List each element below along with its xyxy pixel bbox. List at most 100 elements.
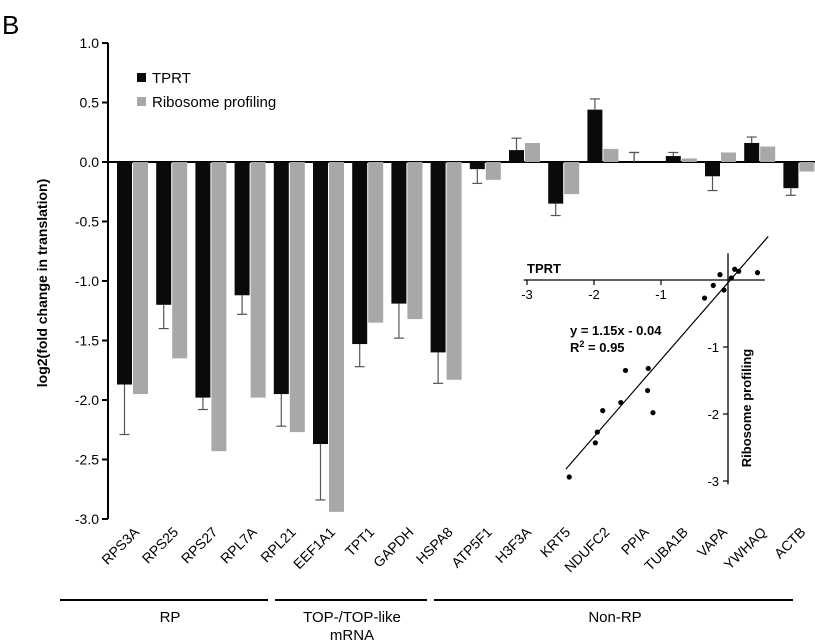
error-bar-rps27 — [197, 397, 208, 411]
y-tick-label: 0.5 — [80, 95, 100, 111]
group-label-non-rp: Non-RP — [588, 609, 641, 626]
x-tick-label-gapdh: GAPDH — [370, 524, 417, 571]
error-bar-rps25 — [158, 304, 169, 330]
r-squared: R2 = 0.95 — [570, 339, 625, 355]
bar-ribosome-actb — [799, 162, 815, 172]
legend-swatch-ribosome-profiling — [137, 97, 146, 106]
error-bar-rpl21 — [276, 394, 287, 427]
bar-ribosome-krt5 — [564, 162, 580, 195]
bar-tprt-ppia — [626, 162, 642, 163]
scatter-x-tick-label: -3 — [521, 287, 533, 302]
bar-ribosome-gapdh — [407, 162, 423, 320]
x-tick-label-rpl7a: RPL7A — [217, 523, 260, 566]
y-tick-label: 0.0 — [80, 154, 100, 170]
x-tick-label-tuba1b: TUBA1B — [641, 524, 691, 574]
bar-tprt-gapdh — [391, 162, 407, 304]
error-bar-ppia — [629, 151, 640, 162]
scatter-point — [650, 410, 656, 416]
bar-ribosome-tuba1b — [681, 158, 697, 162]
scatter-inset: -3 -2 -1 -1 -2 -3 TPRT Ribosome profiling y =… — [521, 236, 769, 489]
bar-tprt-rpl21 — [273, 162, 289, 395]
error-bar-ywhaq — [746, 136, 757, 143]
y-tick-label: -1.0 — [75, 273, 99, 289]
scatter-point — [701, 295, 708, 301]
scatter-point — [721, 287, 727, 293]
bar-tprt-atp5f1 — [469, 162, 485, 170]
bar-ribosome-tpt1 — [368, 162, 384, 323]
bar-tprt-rps27 — [195, 162, 211, 398]
scatter-x-label: TPRT — [527, 261, 561, 276]
scatter-point — [736, 268, 742, 274]
y-axis: 1.0 0.5 0.0 -0.5 -1.0 -1.5 -2.0 -2.5 -3.0 — [75, 35, 109, 527]
x-tick-label-eef1a1: EEF1A1 — [290, 524, 338, 572]
scatter-y-label: Ribosome profiling — [739, 349, 754, 468]
y-tick-label: -2.5 — [75, 452, 99, 468]
x-tick-label-tpt1: TPT1 — [342, 524, 378, 560]
bars — [108, 98, 815, 512]
group-label-rp: RP — [160, 609, 181, 626]
scatter-point — [710, 282, 716, 288]
error-bar-tuba1b — [668, 151, 679, 157]
panel-label: B — [2, 10, 19, 40]
scatter-point — [754, 270, 761, 276]
error-bar-krt5 — [550, 203, 561, 217]
error-bar-hspa8 — [433, 352, 444, 384]
error-bar-rps3a — [119, 384, 130, 436]
error-bar-gapdh — [393, 303, 404, 339]
x-tick-label-atp5f1: ATP5F1 — [448, 524, 495, 571]
bar-ribosome-hspa8 — [446, 162, 462, 380]
scatter-point — [728, 275, 734, 281]
bar-tprt-rps3a — [117, 162, 132, 385]
scatter-x-tick-label: -2 — [588, 287, 600, 302]
bar-tprt-hspa8 — [430, 162, 446, 353]
bar-ribosome-eef1a1 — [329, 162, 344, 512]
x-tick-label-actb: ACTB — [771, 524, 809, 562]
scatter-y-tick-label: -1 — [707, 340, 719, 355]
scatter-point — [594, 429, 600, 435]
scatter-y-tick-label: -3 — [707, 474, 719, 489]
bar-tprt-eef1a1 — [313, 162, 328, 445]
error-bar-eef1a1 — [315, 444, 326, 501]
scatter-point — [622, 367, 629, 374]
regression-line — [565, 236, 769, 470]
legend-swatch-tprt — [137, 73, 146, 82]
scatter-point — [566, 474, 572, 480]
r-squared-suffix: = 0.95 — [584, 340, 624, 355]
bar-tprt-vapa — [705, 162, 720, 177]
group-label-top-line2: mRNA — [330, 627, 374, 644]
bar-chart: 1.0 0.5 0.0 -0.5 -1.0 -1.5 -2.0 -2.5 -3.0 log2(f… — [34, 35, 815, 644]
legend-label-ribosome-profiling: Ribosome profiling — [152, 94, 276, 111]
bar-tprt-ywhaq — [744, 142, 760, 162]
error-bar-ndufc2 — [589, 98, 600, 110]
scatter-point — [645, 365, 651, 372]
scatter-axes: -3 -2 -1 -1 -2 -3 — [521, 253, 765, 489]
r-squared-superscript: 2 — [579, 339, 584, 349]
bar-tprt-tuba1b — [665, 156, 681, 162]
group-brackets: RP TOP-/TOP-like mRNA Non-RP — [60, 599, 793, 644]
bar-ribosome-rps27 — [211, 162, 227, 452]
bar-ribosome-ywhaq — [760, 146, 776, 162]
scatter-point — [618, 400, 624, 406]
error-bar-actb — [785, 188, 796, 196]
x-tick-label-ppia: PPIA — [618, 523, 652, 557]
scatter-point — [645, 387, 651, 394]
r-squared-prefix: R — [570, 340, 580, 355]
legend-label-tprt: TPRT — [152, 70, 191, 87]
bar-tprt-krt5 — [548, 162, 564, 204]
scatter-y-tick-label: -2 — [707, 407, 719, 422]
error-bar-vapa — [707, 176, 718, 192]
bar-ribosome-rps25 — [172, 162, 188, 359]
bar-tprt-ndufc2 — [587, 109, 603, 162]
scatter-x-tick-label: -1 — [655, 287, 667, 302]
bar-tprt-actb — [783, 162, 799, 189]
bar-ribosome-rpl7a — [250, 162, 266, 398]
y-tick-label: -0.5 — [75, 214, 99, 230]
y-tick-label: -3.0 — [75, 511, 99, 527]
bar-ribosome-atp5f1 — [485, 162, 501, 180]
y-tick-label: -2.0 — [75, 392, 99, 408]
x-tick-label-krt5: KRT5 — [537, 524, 574, 561]
bar-tprt-tpt1 — [352, 162, 368, 345]
scatter-point — [600, 408, 606, 414]
bar-tprt-rps25 — [156, 162, 172, 305]
